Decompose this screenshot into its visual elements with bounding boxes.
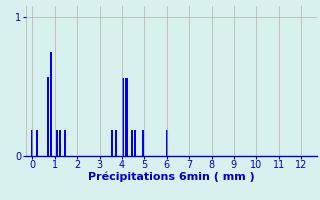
Bar	[115, 130, 117, 156]
Bar	[134, 130, 136, 156]
X-axis label: Précipitations 6min ( mm ): Précipitations 6min ( mm )	[88, 172, 255, 182]
Bar	[59, 130, 61, 156]
Bar	[64, 130, 66, 156]
Bar	[166, 130, 168, 156]
Bar	[142, 130, 144, 156]
Bar	[125, 78, 128, 156]
Bar	[47, 77, 49, 156]
Bar	[111, 130, 113, 156]
Bar	[56, 130, 58, 156]
Bar	[36, 130, 38, 156]
Bar	[50, 52, 52, 156]
Bar	[122, 78, 124, 156]
Bar	[131, 130, 133, 156]
Bar	[31, 130, 33, 156]
